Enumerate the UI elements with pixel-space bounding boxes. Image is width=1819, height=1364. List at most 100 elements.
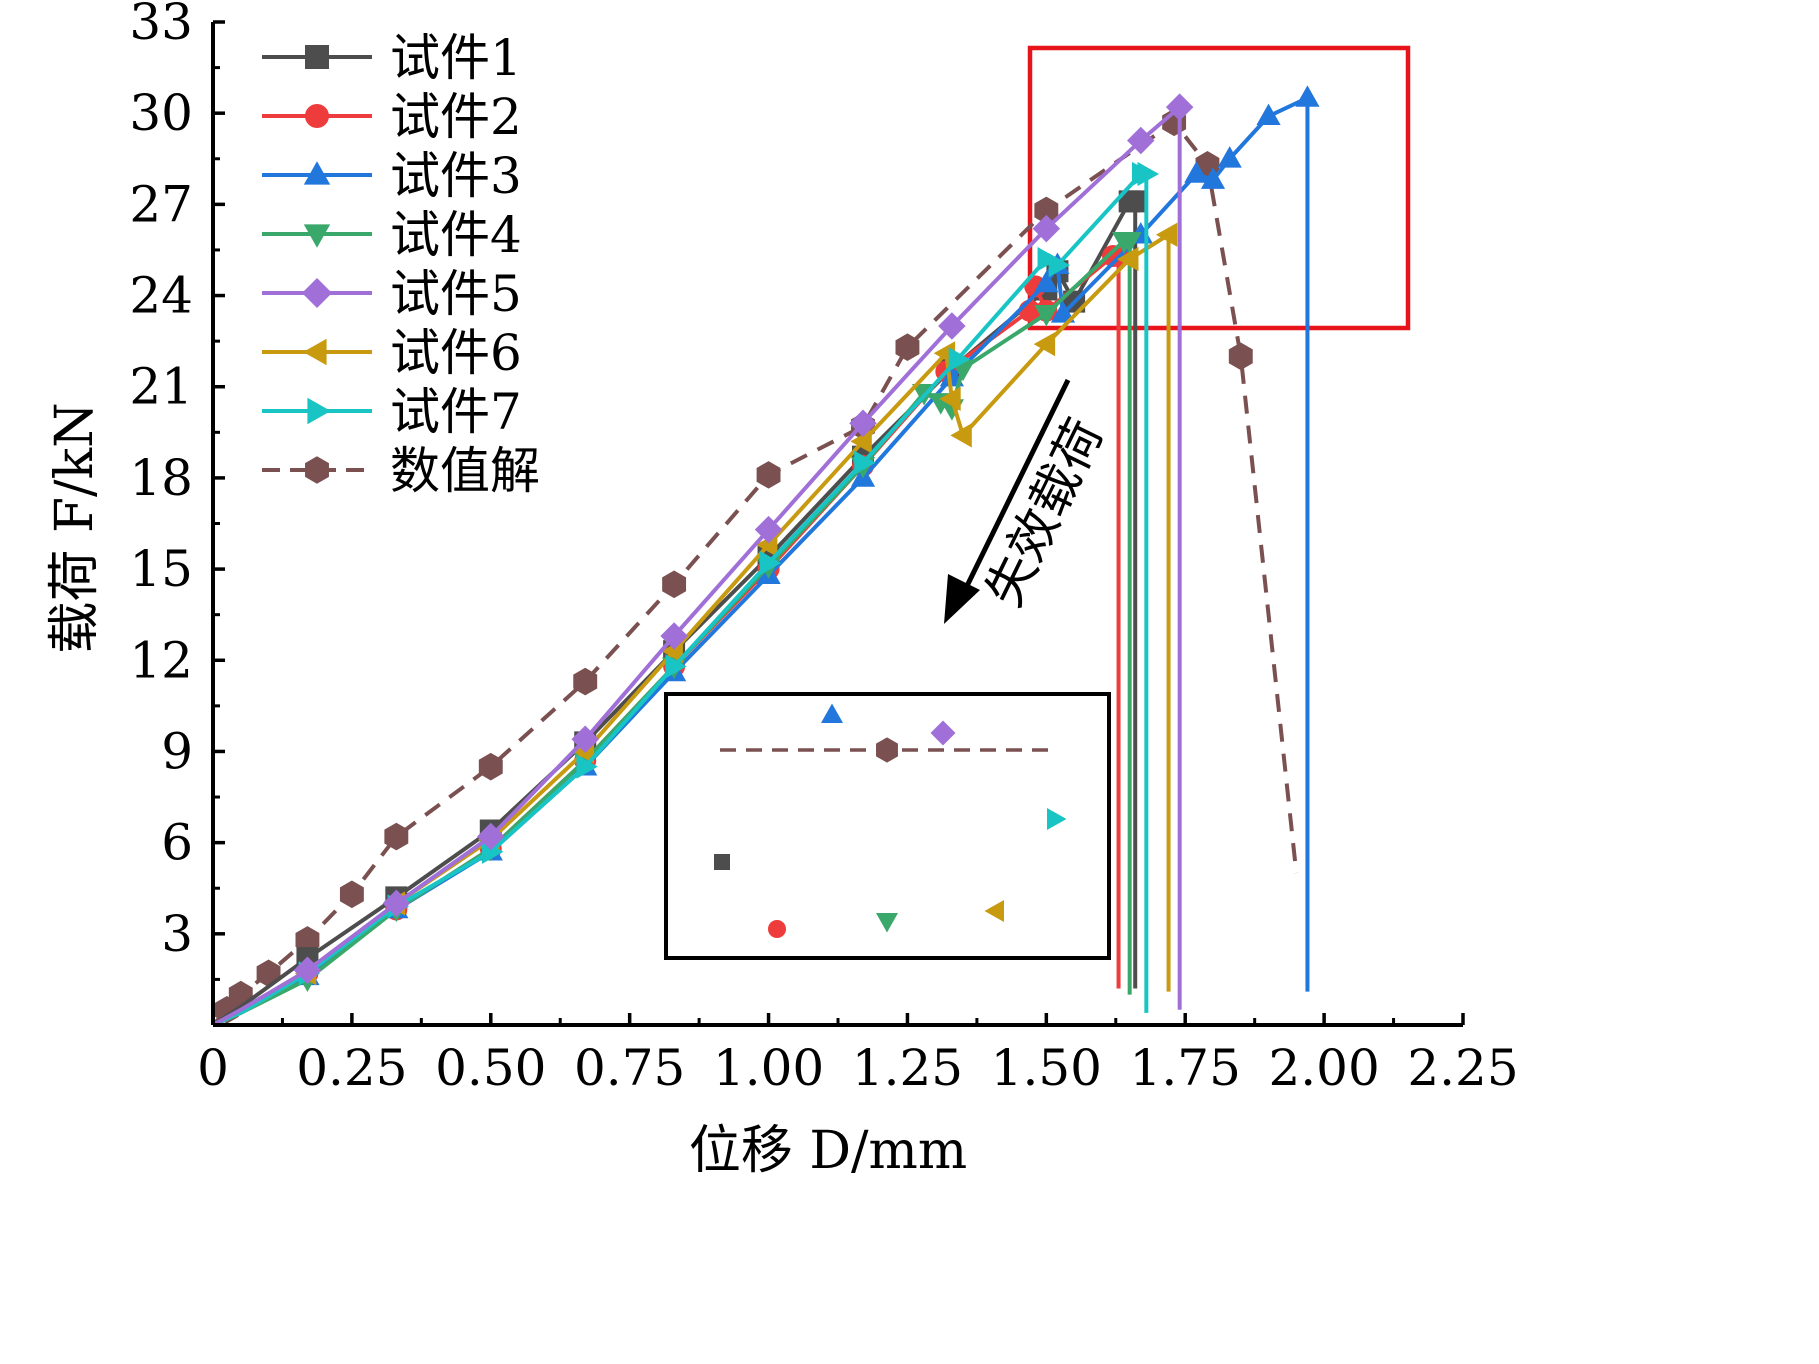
inset-marker-numerical [876,737,898,763]
data-point [295,926,320,954]
series-line [211,199,1138,1027]
data-point [756,461,781,489]
data-point [660,622,688,650]
y-axis-title: 载荷 F/kN [45,402,105,653]
annotation-arrow-head [944,574,980,624]
data-point [478,752,503,781]
y-tick-label: 18 [129,449,193,507]
annotation: 失效载荷 [944,378,1115,624]
series-7 [212,161,1159,1027]
inset-marker-specimen-3 [821,703,843,723]
inset-marker-specimen-5 [930,720,956,746]
legend-swatch-marker [305,456,329,484]
data-point [1034,270,1059,293]
data-point [1033,332,1056,357]
legend-label: 试件5 [390,265,522,323]
data-point [849,409,877,437]
highlight-box [1027,45,1411,331]
data-point [1155,222,1178,247]
annotation-arrow-shaft [962,378,1071,592]
data-point [1117,232,1142,254]
data-point [939,386,961,411]
inset-marker-specimen-4 [876,913,898,933]
legend-swatch-marker [305,45,329,69]
x-tick-label: 0 [197,1039,229,1097]
legend-entry-7: 试件7 [262,383,522,441]
legend-swatch-marker [305,104,329,128]
data-point [576,754,598,779]
y-tick-label: 15 [129,540,193,598]
highlight-rect [1027,45,1411,331]
legend-label: 试件2 [390,88,522,146]
data-point [759,550,782,576]
legend-label: 试件7 [390,383,522,441]
x-tick-label: 0.25 [296,1039,407,1097]
inset-legend-box [664,692,1111,960]
legend-swatch-marker [302,278,332,308]
data-point [384,822,409,851]
legend-label: 试件6 [390,324,522,382]
data-point [950,423,972,448]
data-point [1034,196,1059,225]
x-tick-label: 1.50 [991,1039,1102,1097]
data-point [1117,246,1139,272]
data-point [573,667,598,696]
series-layer [211,85,1320,1027]
x-tick-label: 0.50 [435,1039,546,1097]
data-point [339,880,364,909]
y-tick-label: 33 [129,0,193,51]
y-tick-label: 6 [161,814,193,872]
data-point [1037,246,1059,272]
data-point [1184,161,1209,183]
legend-swatch-marker [307,397,331,425]
axes-layer: 0 0.25 0.50 0.75 1.00 1.25 1.50 1.75 2.00 2.25 3 6 9… [45,0,1519,1181]
legend-entry-3: 试件3 [262,147,522,205]
data-point [1137,161,1159,187]
data-point [256,959,281,988]
data-point [850,429,872,454]
x-tick-label: 0.75 [574,1039,685,1097]
legend-entry-1: 试件1 [262,29,522,87]
x-tick-label: 2.00 [1268,1039,1379,1097]
x-tick-label: 2.25 [1407,1039,1518,1097]
legend-entry-6: 试件6 [262,324,522,382]
data-point [1124,190,1147,213]
legend-entry-2: 试件2 [262,88,522,146]
data-point [382,889,411,918]
x-axis-title: 位移 D/mm [689,1121,967,1181]
legend-label: 试件4 [390,206,522,264]
data-point [1165,93,1194,121]
data-point [477,822,505,851]
inset-marker-specimen-6 [984,900,1004,922]
inset-marker-specimen-2 [768,920,786,938]
legend-swatch-marker [303,338,327,366]
legend-label: 试件3 [390,147,522,205]
y-tick-label: 9 [161,722,193,780]
legend-label: 数值解 [390,442,540,500]
data-point [895,333,920,362]
data-point [1050,301,1076,323]
data-point [1034,304,1059,327]
y-tick-label: 12 [129,631,193,689]
series-8 [211,108,1299,1027]
data-point [662,570,687,599]
legend-swatch-marker [303,224,331,248]
data-point [1200,167,1226,189]
data-point [1048,253,1071,278]
data-point [854,450,876,475]
legend-entry-4: 试件4 [262,206,522,264]
inset-marker-specimen-1 [714,854,730,870]
inset-marker-specimen-7 [1047,808,1067,830]
annotation-label: 失效载荷 [975,410,1115,615]
y-tick-label: 3 [161,905,193,963]
data-point [938,312,966,340]
x-tick-label: 1.00 [713,1039,824,1097]
data-point [293,956,322,985]
legend-swatch-marker [303,161,331,185]
x-tick-label: 1.25 [852,1039,963,1097]
data-point [1295,85,1320,107]
y-tick-label: 27 [129,175,193,233]
y-tick-label: 24 [129,267,193,325]
series-line [212,105,1182,1027]
